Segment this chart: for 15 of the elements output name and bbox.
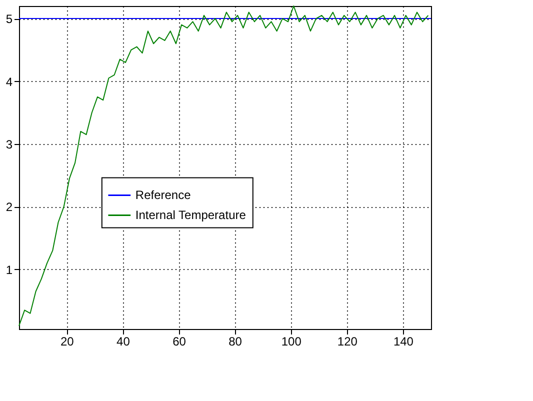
y-tick-label: 1 — [6, 262, 13, 277]
y-tick-label: 2 — [6, 200, 13, 214]
line-series — [18, 6, 429, 326]
legend-label: Internal Temperature — [135, 208, 246, 222]
x-tick-label: 140 — [393, 334, 414, 348]
x-tick-label: 100 — [281, 334, 302, 348]
x-tick-label: 60 — [172, 334, 186, 348]
x-tick-label: 80 — [228, 334, 242, 348]
y-tick-label: 5 — [6, 12, 13, 26]
y-tick-label: 4 — [6, 74, 13, 89]
y-tick-label: 3 — [6, 137, 13, 152]
x-tick-label: 40 — [116, 334, 130, 348]
x-tick-label: 20 — [60, 334, 74, 348]
legend-label: Reference — [135, 188, 192, 202]
x-tick-label: 120 — [337, 334, 358, 348]
